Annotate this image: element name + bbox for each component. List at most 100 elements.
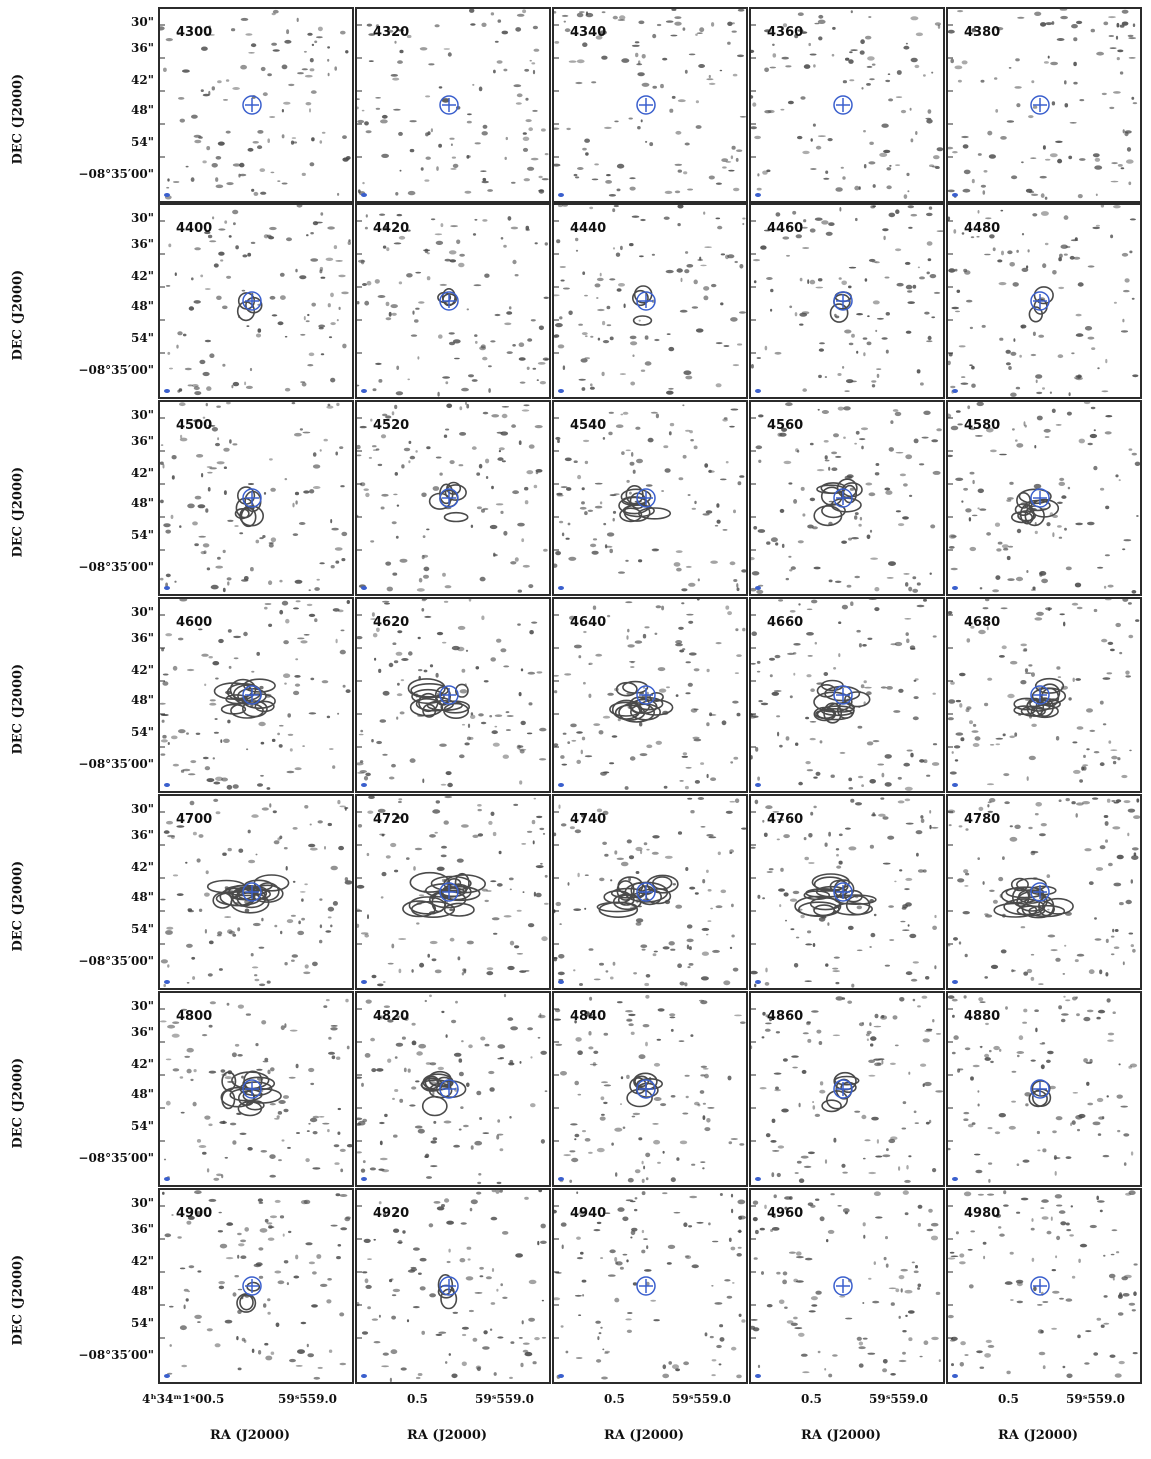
velocity-label: 4440: [570, 221, 607, 236]
ra-tick-label: 59ˢ559.0: [869, 1392, 929, 1406]
noise-contour: [1112, 760, 1117, 765]
noise-contour: [958, 825, 963, 828]
noise-contour: [854, 1110, 861, 1113]
noise-contour: [337, 1107, 341, 1111]
noise-contour: [209, 353, 215, 358]
noise-contour: [817, 1350, 821, 1354]
noise-contour: [969, 326, 973, 330]
noise-contour: [677, 831, 683, 835]
noise-contour: [662, 1373, 670, 1379]
noise-contour: [652, 33, 657, 39]
noise-contour: [617, 1207, 625, 1212]
noise-contour: [183, 1288, 189, 1292]
noise-contour: [890, 420, 894, 424]
noise-contour: [793, 643, 801, 646]
noise-contour: [258, 1247, 264, 1251]
noise-contour: [328, 336, 333, 339]
noise-contour: [1069, 1234, 1074, 1237]
noise-contour: [606, 305, 611, 310]
noise-contour: [381, 871, 387, 877]
noise-contour: [165, 1100, 171, 1106]
noise-contour: [1075, 678, 1081, 681]
noise-contour: [1060, 15, 1068, 20]
noise-contour: [1047, 1050, 1054, 1055]
noise-contour: [397, 682, 400, 686]
noise-contour: [207, 425, 216, 427]
noise-contour: [646, 744, 653, 749]
noise-contour: [1092, 797, 1099, 800]
noise-contour: [687, 188, 694, 191]
noise-contour: [527, 166, 535, 171]
emission-contour: [615, 681, 638, 697]
noise-contour: [885, 79, 891, 83]
noise-contour: [459, 689, 468, 694]
channel-panel: 4300: [158, 7, 354, 203]
noise-contour: [497, 1336, 504, 1339]
noise-contour: [212, 661, 220, 666]
noise-contour: [535, 471, 539, 475]
noise-contour: [232, 87, 240, 90]
noise-contour: [739, 311, 746, 314]
noise-contour: [232, 209, 239, 215]
source-circle-marker: [439, 1079, 459, 1099]
velocity-label: 4400: [176, 221, 213, 236]
noise-contour: [1101, 638, 1108, 643]
noise-contour: [694, 892, 699, 895]
noise-contour: [874, 587, 880, 592]
noise-contour: [762, 1011, 766, 1016]
noise-contour: [1033, 1286, 1037, 1292]
noise-contour: [458, 1058, 463, 1063]
beam-marker: [164, 783, 170, 787]
noise-contour: [324, 846, 326, 850]
noise-contour: [236, 1336, 239, 1341]
noise-contour: [867, 1352, 876, 1355]
noise-contour: [948, 1314, 954, 1319]
noise-contour: [627, 1177, 634, 1183]
noise-contour: [1044, 242, 1049, 246]
noise-contour: [1108, 862, 1113, 867]
noise-contour: [929, 824, 932, 830]
noise-contour: [579, 506, 587, 510]
noise-contour: [765, 1022, 772, 1025]
noise-contour: [266, 1222, 273, 1225]
noise-contour: [584, 907, 587, 910]
noise-contour: [1034, 445, 1037, 449]
noise-contour: [1010, 392, 1017, 397]
noise-contour: [596, 1147, 605, 1153]
noise-contour: [246, 325, 250, 327]
noise-contour: [1055, 1255, 1058, 1259]
noise-contour: [961, 376, 966, 378]
noise-contour: [1009, 1251, 1014, 1255]
noise-contour: [987, 1344, 995, 1348]
noise-contour: [576, 759, 581, 764]
dec-tick-label: 54": [131, 922, 154, 936]
noise-contour: [960, 382, 969, 385]
noise-contour: [319, 924, 323, 929]
noise-contour: [818, 348, 824, 352]
noise-contour: [789, 569, 793, 572]
noise-contour: [814, 1113, 821, 1117]
noise-contour: [620, 413, 624, 416]
noise-contour: [488, 1070, 495, 1075]
dec-tick-label: 42": [131, 73, 154, 87]
noise-contour: [731, 1346, 737, 1351]
noise-contour: [688, 1225, 693, 1228]
noise-contour: [870, 932, 876, 938]
noise-contour: [614, 1257, 618, 1262]
noise-contour: [625, 559, 629, 562]
noise-contour: [779, 904, 782, 908]
noise-contour: [383, 225, 388, 231]
noise-contour: [835, 315, 840, 319]
noise-contour: [283, 101, 291, 105]
noise-contour: [903, 762, 910, 767]
noise-contour: [873, 913, 877, 917]
noise-contour: [631, 44, 640, 47]
noise-contour: [498, 450, 501, 453]
noise-contour: [702, 1102, 706, 1105]
noise-contour: [630, 1230, 636, 1236]
noise-contour: [342, 343, 347, 349]
noise-contour: [305, 102, 312, 106]
noise-contour: [1086, 1009, 1094, 1013]
noise-contour: [532, 25, 538, 30]
noise-contour: [401, 464, 405, 469]
